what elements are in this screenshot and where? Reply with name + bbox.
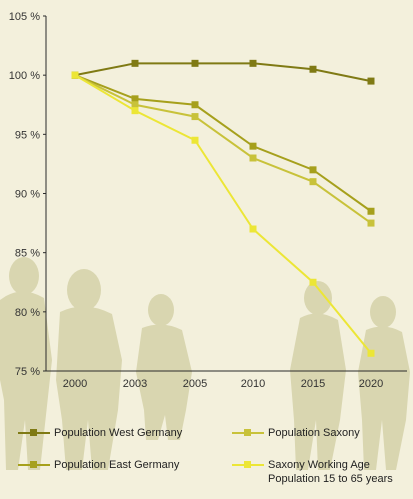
y-tick-label: 75 % [15, 366, 40, 378]
series-line [74, 74, 372, 224]
legend-label-saxony-working-age: Saxony Working Age Population 15 to 65 y… [268, 458, 393, 486]
y-tick-label: 85 % [15, 248, 40, 260]
x-tick-labels: 2000 2003 2005 2010 2015 2020 [63, 378, 383, 390]
data-point [309, 278, 317, 286]
series-line [74, 74, 372, 213]
data-point [367, 207, 375, 215]
data-point [367, 77, 375, 85]
people-silhouettes [0, 257, 410, 470]
legend-item-saxony-working-age: Saxony Working Age Population 15 to 65 y… [232, 458, 393, 486]
series-3 [71, 71, 375, 357]
data-point [131, 95, 139, 103]
x-tick-label: 2003 [123, 378, 147, 390]
y-tick-label: 100 % [9, 70, 40, 82]
series-0 [71, 59, 375, 85]
y-tick-label: 105 % [9, 11, 40, 23]
legend-item-east-germany: Population East Germany [18, 458, 179, 472]
y-tick-labels: 105 % 100 % 95 % 90 % 85 % 80 % 75 % [9, 11, 46, 378]
data-point [367, 219, 375, 227]
data-point [249, 142, 257, 150]
legend-item-west-germany: Population West Germany [18, 426, 182, 440]
data-point [191, 59, 199, 67]
y-tick-label: 80 % [15, 307, 40, 319]
data-point [131, 59, 139, 67]
x-tick-label: 2020 [359, 378, 383, 390]
legend: Population West Germany Population East … [0, 415, 413, 499]
data-point [191, 113, 199, 121]
x-tick-label: 2015 [301, 378, 325, 390]
data-point [131, 101, 139, 109]
y-tick-label: 95 % [15, 129, 40, 141]
data-point [367, 349, 375, 357]
data-point [309, 65, 317, 73]
person-silhouette-left [0, 257, 52, 470]
data-point [131, 107, 139, 115]
legend-key-east-germany [18, 458, 50, 472]
legend-key-west-germany [18, 426, 50, 440]
legend-label-west-germany: Population West Germany [54, 427, 183, 439]
legend-label-working-line2: Population 15 to 65 years [268, 473, 393, 485]
series-2 [71, 71, 375, 227]
y-tick-label: 90 % [15, 189, 40, 201]
legend-label-saxony: Population Saxony [268, 427, 360, 439]
person-silhouette-middle [136, 294, 192, 440]
data-point [191, 101, 199, 109]
data-point [249, 154, 257, 162]
person-silhouette-right-pair [290, 281, 410, 470]
series-line [74, 62, 372, 83]
data-point [309, 166, 317, 174]
x-tick-label: 2000 [63, 378, 87, 390]
legend-item-saxony: Population Saxony [232, 426, 360, 440]
person-silhouette-second [56, 269, 122, 470]
data-point [249, 225, 257, 233]
legend-label-east-germany: Population East Germany [54, 459, 180, 471]
series-lines [71, 59, 375, 357]
data-point [71, 71, 79, 79]
series-line [74, 74, 372, 354]
data-point [249, 59, 257, 67]
legend-key-saxony [232, 426, 264, 440]
legend-label-working-line1: Saxony Working Age [268, 459, 370, 471]
x-tick-label: 2005 [183, 378, 207, 390]
data-point [309, 178, 317, 186]
x-tick-label: 2010 [241, 378, 265, 390]
legend-key-saxony-working-age [232, 458, 264, 472]
data-point [191, 136, 199, 144]
